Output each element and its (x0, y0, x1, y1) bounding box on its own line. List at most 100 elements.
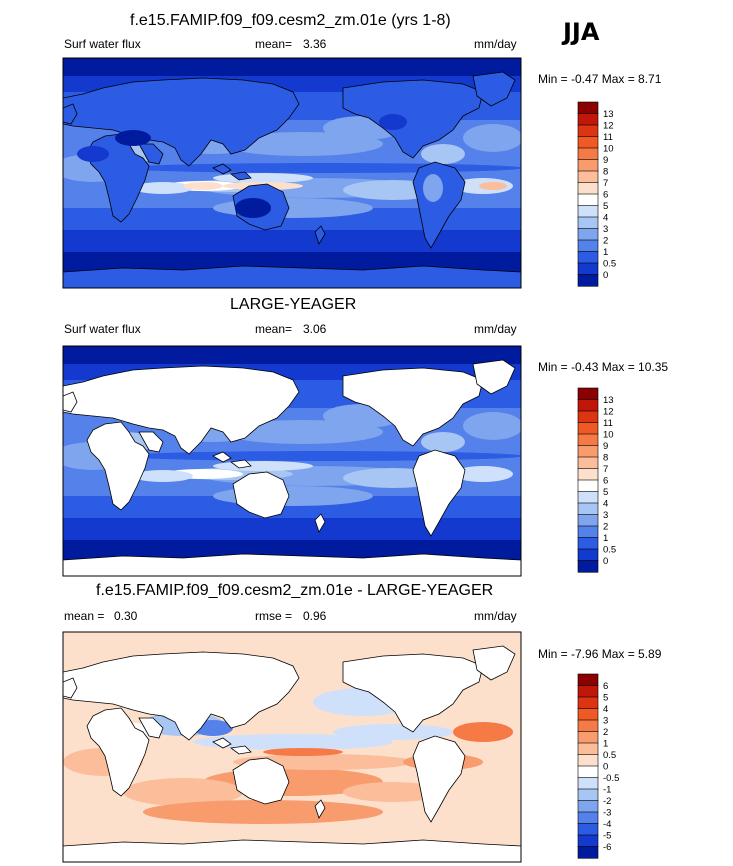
colorbar-tick-label: 5 (603, 693, 608, 704)
colorbar-box (577, 525, 599, 539)
field-contour (133, 470, 193, 482)
panel1-minmax: Min = -0.47 Max = 8.71 (538, 72, 662, 86)
colorbar-box (577, 560, 599, 573)
continent-outline (63, 651, 300, 741)
colorbar-tick-label: 11 (603, 132, 613, 143)
colorbar-tick-label: 8 (603, 453, 608, 464)
colorbar-tick-label: 1 (603, 247, 608, 258)
colorbar-box (577, 205, 599, 218)
field-band (63, 518, 521, 540)
continent-outline (212, 451, 252, 469)
colorbar-box (577, 124, 599, 138)
colorbar-tick-label: 3 (603, 716, 608, 727)
colorbar-tick-label: 6 (603, 681, 608, 692)
colorbar-tick-label: 1 (603, 739, 608, 750)
continent-outline (342, 653, 484, 733)
field-contour (235, 198, 271, 218)
continent-outline (63, 391, 78, 413)
map-panel-diff (62, 631, 522, 863)
colorbar-tick-label: 10 (603, 144, 614, 155)
colorbar-box (577, 696, 599, 710)
colorbar-box (577, 846, 599, 859)
panel1-mean-value: 3.36 (303, 37, 327, 51)
continent-outline (314, 513, 326, 533)
colorbar-tick-label: -1 (603, 785, 611, 796)
colorbar-box (577, 800, 599, 813)
panel2-variable-label: Surf water flux (64, 322, 141, 336)
map-panel-obs (62, 345, 522, 577)
colorbar-box (577, 262, 599, 276)
panel1-title: f.e15.FAMIP.f09_f09.cesm2_zm.01e (yrs 1-… (130, 12, 451, 29)
continent-outline (314, 225, 326, 245)
colorbar-tick-label: 13 (603, 395, 614, 406)
colorbar-box (577, 765, 599, 779)
colorbar-box (577, 170, 599, 184)
colorbar-tick-label: -6 (603, 842, 611, 853)
colorbar-tick-label: 7 (603, 464, 608, 475)
continent-outline (232, 471, 290, 519)
continent-outline (63, 265, 521, 288)
colorbar-tick-label: -5 (603, 831, 611, 842)
colorbar-tick-label: 4 (603, 704, 608, 715)
colorbar-box (577, 742, 599, 756)
colorbar-box (577, 777, 599, 790)
field-contour (123, 451, 521, 461)
colorbar-box (577, 410, 599, 424)
colorbar-box (577, 731, 599, 744)
continent-outline (212, 737, 252, 755)
field-band (63, 58, 521, 76)
colorbar-box (577, 422, 599, 435)
continent-outline (472, 71, 516, 107)
colorbar-box (577, 182, 599, 195)
field-contour (213, 461, 313, 471)
panel1-mean-label: mean= (255, 37, 293, 51)
colorbar-box (577, 811, 599, 825)
field-contour (115, 130, 151, 146)
field-contour (453, 466, 513, 482)
continent-outline (412, 449, 466, 537)
field-band (63, 208, 521, 230)
continent-outline (138, 717, 164, 739)
colorbar-box (577, 251, 599, 264)
colorbar-tick-label: 7 (603, 178, 608, 189)
colorbar-tick-label: 4 (603, 499, 608, 510)
panel2-units: mm/day (474, 322, 517, 336)
field-contour (333, 724, 453, 740)
colorbar-tick-label: 5 (603, 201, 608, 212)
field-contour (453, 722, 513, 742)
colorbar-box (577, 685, 599, 698)
continent-outline (86, 421, 150, 511)
continent-outline (412, 735, 466, 823)
field-contour (463, 412, 521, 440)
colorbar-tick-label: 8 (603, 167, 608, 178)
panel2-mean-label: mean= (255, 322, 293, 336)
colorbar-box (577, 387, 599, 401)
colorbar-box (577, 136, 599, 149)
continent-outline (86, 707, 150, 797)
field-contour (123, 163, 521, 173)
field-contour (123, 778, 243, 806)
colorbar-box (577, 113, 599, 126)
colorbar-tick-label: 2 (603, 727, 608, 738)
field-band (63, 496, 521, 518)
colorbar-tick-label: 11 (603, 418, 613, 429)
field-contour (479, 182, 507, 190)
colorbar-tick-label: -3 (603, 808, 611, 819)
continent-outline (63, 553, 521, 576)
colorbar-tick-label: 13 (603, 109, 614, 120)
colorbar-tick-label: 5 (603, 487, 608, 498)
panel3-units: mm/day (474, 609, 517, 623)
colorbar-tick-label: 1 (603, 533, 608, 544)
continent-outline (314, 799, 326, 819)
continent-outline (342, 367, 484, 447)
colorbar-box (577, 514, 599, 527)
continent-outline (63, 677, 78, 699)
colorbar-tick-label: 2 (603, 236, 608, 247)
colorbar-box (577, 719, 599, 733)
colorbar-box (577, 537, 599, 550)
colorbar-tick-label: 0.5 (603, 545, 616, 556)
colorbar-tick-label: 12 (603, 121, 614, 132)
colorbar-tick-label: 3 (603, 510, 608, 521)
colorbar-tick-label: 0.5 (603, 750, 616, 761)
